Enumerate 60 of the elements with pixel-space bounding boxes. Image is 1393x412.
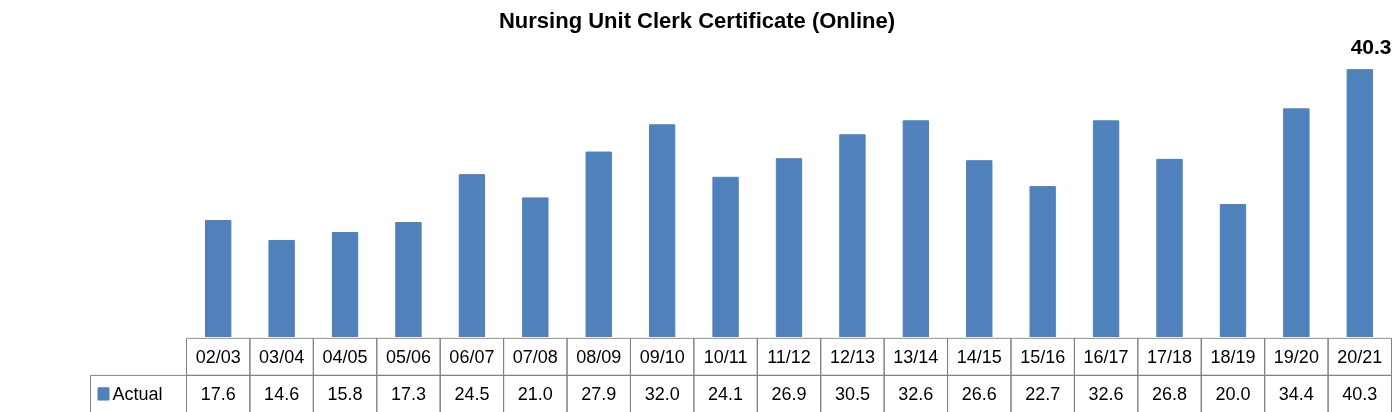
- bar: [395, 222, 422, 337]
- x-tick-label: 20/21: [1337, 346, 1383, 367]
- bar: [1092, 120, 1120, 337]
- data-label: 27.9: [581, 384, 617, 405]
- bar: [522, 197, 549, 337]
- data-label: 32.6: [898, 384, 934, 405]
- data-label: 26.6: [961, 384, 997, 405]
- x-tick-label: 18/19: [1210, 346, 1256, 367]
- data-label: 24.1: [708, 384, 744, 405]
- bar: [1346, 69, 1373, 337]
- data-label: 14.6: [264, 384, 300, 405]
- x-tick-label: 08/09: [576, 346, 622, 367]
- x-tick-label: 05/06: [385, 346, 431, 367]
- bar: [331, 231, 359, 337]
- x-tick-label: 12/13: [829, 346, 875, 367]
- bar: [458, 174, 486, 337]
- x-tick-label: 07/08: [512, 346, 558, 367]
- data-label: 22.7: [1025, 384, 1061, 405]
- bar: [839, 134, 866, 337]
- legend-label: Actual: [112, 383, 163, 404]
- text: 40.3: [1350, 34, 1392, 58]
- bar: [966, 160, 993, 337]
- x-tick-label: 04/05: [322, 346, 368, 367]
- data-label: 32.0: [644, 384, 680, 405]
- x-tick-label: 17/18: [1147, 346, 1193, 367]
- bar: [775, 158, 803, 337]
- chart-title: Nursing Unit Clerk Certificate (Online): [498, 7, 896, 33]
- bar: [585, 151, 612, 337]
- data-label: 26.8: [1152, 384, 1188, 405]
- data-label: 32.6: [1088, 384, 1124, 405]
- data-label: 24.5: [454, 384, 490, 405]
- data-label: 17.6: [200, 384, 236, 405]
- x-tick-label: 14/15: [956, 346, 1002, 367]
- x-tick-label: 16/17: [1083, 346, 1129, 367]
- x-tick-label: 19/20: [1273, 346, 1319, 367]
- data-label: 26.9: [771, 384, 807, 405]
- x-tick-label: 15/16: [1020, 346, 1066, 367]
- data-label: 34.4: [1278, 384, 1314, 405]
- bar: [712, 176, 739, 337]
- data-label: 21.0: [517, 384, 553, 405]
- data-label: 20.0: [1215, 384, 1251, 405]
- bar: [1156, 158, 1183, 337]
- x-tick-label: 02/03: [195, 346, 241, 367]
- data-label: 40.3: [1342, 384, 1378, 405]
- x-tick-label: 11/12: [767, 346, 811, 367]
- data-label: 30.5: [834, 384, 870, 405]
- x-tick-label: 10/11: [703, 346, 748, 367]
- x-tick-label: 03/04: [259, 346, 305, 367]
- x-tick-label: 13/14: [893, 346, 939, 367]
- bar: [1219, 204, 1247, 337]
- x-tick-label: 06/07: [449, 346, 495, 367]
- bar: [1029, 186, 1056, 337]
- data-label: 15.8: [327, 384, 363, 405]
- bar: [205, 220, 232, 337]
- bar: [1283, 108, 1310, 337]
- bar: [268, 239, 295, 337]
- bar: [648, 124, 676, 337]
- bar: [902, 120, 930, 337]
- x-tick-label: 09/10: [639, 346, 685, 367]
- data-label: 17.3: [390, 384, 426, 405]
